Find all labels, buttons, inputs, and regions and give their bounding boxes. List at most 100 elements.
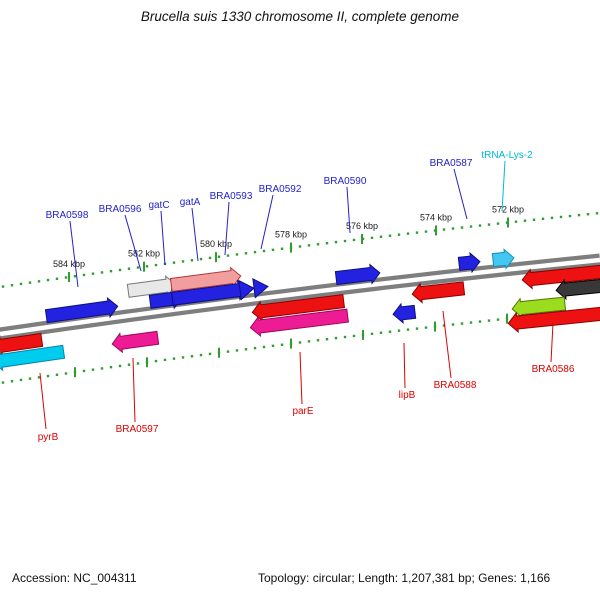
gene-label[interactable]: tRNA-Lys-2 xyxy=(481,150,533,161)
tick-dot xyxy=(280,343,284,346)
gene-label[interactable]: BRA0598 xyxy=(46,210,89,221)
gene-arrow[interactable] xyxy=(0,331,44,357)
label-leader-line xyxy=(224,201,230,256)
gene-arrow[interactable] xyxy=(392,302,417,324)
gene-arrow[interactable] xyxy=(411,279,466,304)
tick-dot xyxy=(217,255,221,258)
tick-dot xyxy=(271,344,275,348)
tick-dot xyxy=(172,261,176,264)
gene-arrow[interactable] xyxy=(334,263,381,287)
label-leader-line xyxy=(160,210,166,266)
genome-stats-text: Topology: circular; Length: 1,207,381 bp… xyxy=(258,571,551,585)
gene-arrow[interactable] xyxy=(111,328,160,354)
label-leader-line xyxy=(124,214,142,272)
tick-dot xyxy=(262,249,266,253)
tick-dot xyxy=(181,356,185,359)
gene-arrow[interactable] xyxy=(249,306,349,338)
tick-dot xyxy=(136,362,140,365)
label-leader-line xyxy=(299,351,303,405)
tick-dot xyxy=(478,320,482,323)
gene-arrow[interactable] xyxy=(0,342,66,372)
tick-dot xyxy=(451,227,455,230)
tick-dot xyxy=(550,216,554,220)
tick-dot xyxy=(28,377,32,380)
gene-label[interactable]: parE xyxy=(292,406,313,417)
tick-dot xyxy=(487,223,491,226)
tick-dot xyxy=(460,322,464,325)
tick-dot xyxy=(235,253,239,256)
gene-label[interactable]: BRA0588 xyxy=(434,380,477,391)
gene-label[interactable]: BRA0586 xyxy=(532,364,575,375)
tick-dot xyxy=(307,340,311,343)
tick-dot xyxy=(262,345,266,349)
tick-dot xyxy=(370,236,374,240)
gene-arrow[interactable] xyxy=(251,292,346,322)
tick-dot xyxy=(190,259,194,262)
gene-label[interactable]: BRA0596 xyxy=(99,204,142,215)
gene-label[interactable]: gatA xyxy=(180,197,201,208)
tick-dot xyxy=(334,240,338,244)
gene-label[interactable]: BRA0597 xyxy=(116,424,159,435)
tick-dot xyxy=(244,252,248,255)
tick-dot xyxy=(415,327,419,330)
gene-label[interactable]: BRA0590 xyxy=(324,176,367,187)
tick-dot xyxy=(595,212,599,215)
label-leader-line xyxy=(403,342,406,389)
tick-dot xyxy=(91,368,95,371)
tick-dot xyxy=(406,232,410,235)
gene-arrow[interactable] xyxy=(507,304,600,334)
tick-dot xyxy=(46,374,50,378)
tick-dot xyxy=(172,357,176,360)
tick-dot xyxy=(478,224,482,227)
label-leader-line xyxy=(442,310,452,379)
gene-arrow[interactable] xyxy=(238,279,255,301)
tick-dot xyxy=(406,328,410,331)
tick-dot xyxy=(244,348,248,351)
gene-arrow[interactable] xyxy=(511,294,567,319)
tick-dot xyxy=(19,282,23,286)
tick-dot xyxy=(64,276,68,279)
tick-dot xyxy=(397,233,401,236)
gene-label[interactable]: BRA0593 xyxy=(210,191,253,202)
tick-dot xyxy=(379,331,383,334)
tick-dot xyxy=(442,228,446,231)
gene-label[interactable]: pyrB xyxy=(38,432,59,443)
tick-dot xyxy=(55,373,59,376)
tick-dot xyxy=(451,323,455,326)
tick-dot xyxy=(397,329,401,332)
tick-dot xyxy=(37,280,41,283)
tick-dot xyxy=(280,247,284,250)
tick-dot xyxy=(154,263,158,267)
gene-label[interactable]: lipB xyxy=(399,390,416,401)
gene-label[interactable]: BRA0592 xyxy=(259,184,302,195)
label-leader-line xyxy=(501,160,506,212)
tick-dot xyxy=(199,257,203,261)
gene-arrow[interactable] xyxy=(521,262,600,290)
tick-dot xyxy=(343,239,347,243)
tick-dot xyxy=(190,355,194,358)
tick-dot xyxy=(532,218,536,221)
gene-label[interactable]: gatC xyxy=(148,200,169,211)
gene-arrow[interactable] xyxy=(491,248,515,270)
tick-dot xyxy=(73,275,77,278)
gene-arrow[interactable] xyxy=(457,251,481,274)
tick-dot xyxy=(271,248,275,252)
gene-arrow[interactable] xyxy=(169,266,242,294)
tick-dot xyxy=(37,376,41,379)
tick-dot xyxy=(316,243,320,246)
tick-dot xyxy=(127,363,131,366)
tick-dot xyxy=(19,378,23,382)
tick-dot xyxy=(64,372,68,375)
tick-dot xyxy=(199,353,203,357)
gene-label[interactable]: BRA0587 xyxy=(430,158,473,169)
gene-arrow[interactable] xyxy=(44,296,119,326)
gene-arrow[interactable] xyxy=(252,277,269,299)
tick-dot xyxy=(55,277,59,280)
tick-dot xyxy=(154,359,158,363)
label-leader-line xyxy=(453,168,468,220)
tick-dot xyxy=(325,337,329,341)
label-leader-line xyxy=(132,357,136,423)
tick-dot xyxy=(541,217,545,221)
